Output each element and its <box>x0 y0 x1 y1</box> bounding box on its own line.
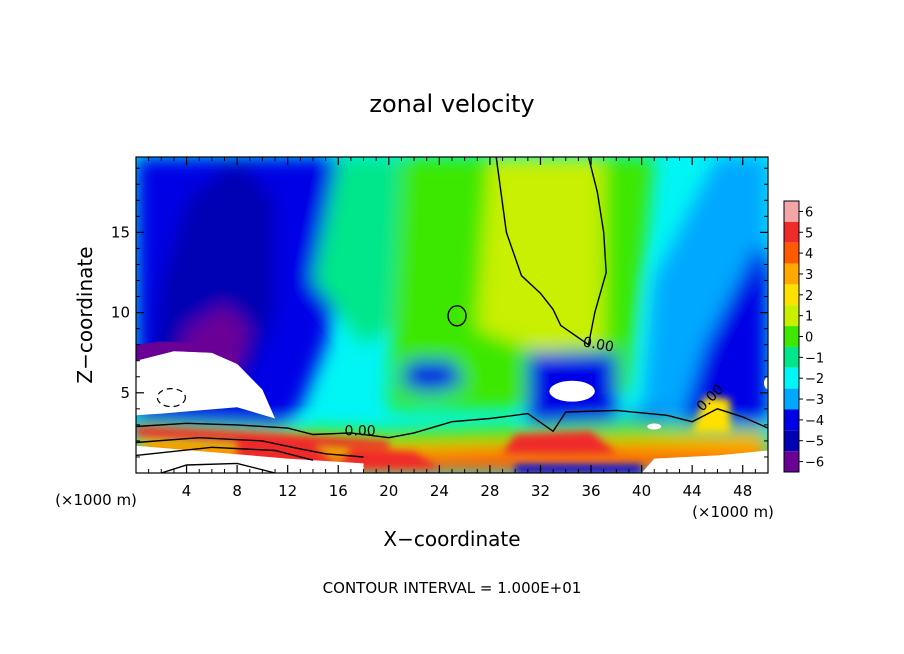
x-tick-label: 12 <box>278 482 297 500</box>
colorbar-swatch <box>784 305 799 327</box>
y-axis-label: Z−coordinate <box>73 246 97 383</box>
colorbar-label: −6 <box>805 456 824 471</box>
contour-label: 0.00 <box>345 423 376 439</box>
colorbar-swatch <box>784 221 799 243</box>
colorbar-label: 4 <box>805 247 813 262</box>
x-tick-label: 16 <box>329 482 348 500</box>
saturated-region-bottom <box>136 445 364 473</box>
colorbar-swatch <box>784 451 799 472</box>
colorbar-label: −1 <box>805 351 824 366</box>
field-edge <box>136 341 238 364</box>
x-tick-label: 44 <box>683 482 702 500</box>
colorbar-label: −3 <box>805 393 824 408</box>
colorbar-label: 2 <box>805 289 813 304</box>
colorbar-label: −2 <box>805 372 824 387</box>
chart-title: zonal velocity <box>369 90 534 118</box>
x-axis: 4 8 12 16 20 24 28 32 36 40 44 48 <box>148 157 756 500</box>
colorbar-label: 3 <box>805 268 813 283</box>
field-region <box>401 360 465 393</box>
y-tick-label: 10 <box>111 304 130 322</box>
colorbar-swatch <box>784 284 799 306</box>
contour-lower-1 <box>136 436 364 458</box>
field-region <box>477 157 604 353</box>
velocity-field <box>136 157 768 473</box>
field-region <box>679 248 768 425</box>
colorbar-swatch <box>784 326 799 347</box>
x-axis-label: X−coordinate <box>383 527 520 551</box>
y-axis: 5 10 15 <box>111 167 768 458</box>
x-tick-label: 40 <box>632 482 651 500</box>
saturated-region-edge <box>764 377 768 390</box>
contour-zero-upper <box>495 157 607 346</box>
colorbar-swatch <box>784 409 799 431</box>
contour-interval-note: CONTOUR INTERVAL = 1.000E+01 <box>323 579 582 597</box>
contour-lower-2 <box>136 446 314 461</box>
contour-closed-loop <box>447 305 467 327</box>
field-detail <box>502 431 617 454</box>
x-tick-label: 36 <box>581 482 600 500</box>
saturated-region-core <box>549 380 595 402</box>
colorbar: 6 5 4 3 2 1 0 −1 −2 −3 −4 −5 −6 <box>783 200 824 473</box>
x-tick-label: 28 <box>480 482 499 500</box>
colorbar-swatch <box>784 430 799 452</box>
x-unit-left: (×1000 m) <box>55 491 137 509</box>
colorbar-swatch <box>784 346 799 368</box>
colorbar-swatch <box>784 367 799 389</box>
field-detail <box>692 396 731 433</box>
x-tick-label: 48 <box>733 482 752 500</box>
colorbar-swatch <box>784 263 799 285</box>
x-unit-right: (×1000 m) <box>692 503 774 521</box>
x-tick-label: 4 <box>182 482 192 500</box>
x-tick-label: 32 <box>531 482 550 500</box>
x-tick-label: 24 <box>430 482 449 500</box>
y-tick-label: 5 <box>120 384 130 402</box>
saturated-region-low <box>136 351 275 419</box>
y-tick-label: 15 <box>111 223 130 241</box>
colorbar-label: −5 <box>805 435 824 450</box>
x-tick-label: 8 <box>232 482 242 500</box>
colorbar-label: 0 <box>805 331 813 346</box>
contour-label: 0.00 <box>581 334 614 355</box>
contour-lines: 0.000.000.00 <box>136 157 768 473</box>
colorbar-label: −4 <box>805 414 824 429</box>
x-tick-label: 20 <box>379 482 398 500</box>
colorbar-label: 5 <box>805 226 813 241</box>
colorbar-label: 6 <box>805 205 813 220</box>
colorbar-label: 1 <box>805 310 813 325</box>
contour-zero-lower <box>136 408 768 439</box>
saturated-region-small <box>647 423 662 430</box>
colorbar-swatch <box>784 388 799 410</box>
contour-negative-loop <box>156 388 186 408</box>
field-detail <box>136 426 389 449</box>
field-detail <box>338 448 440 469</box>
colorbar-swatch <box>784 242 799 264</box>
saturated-region-bottom-right <box>641 450 768 473</box>
colorbar-swatch <box>784 201 799 222</box>
